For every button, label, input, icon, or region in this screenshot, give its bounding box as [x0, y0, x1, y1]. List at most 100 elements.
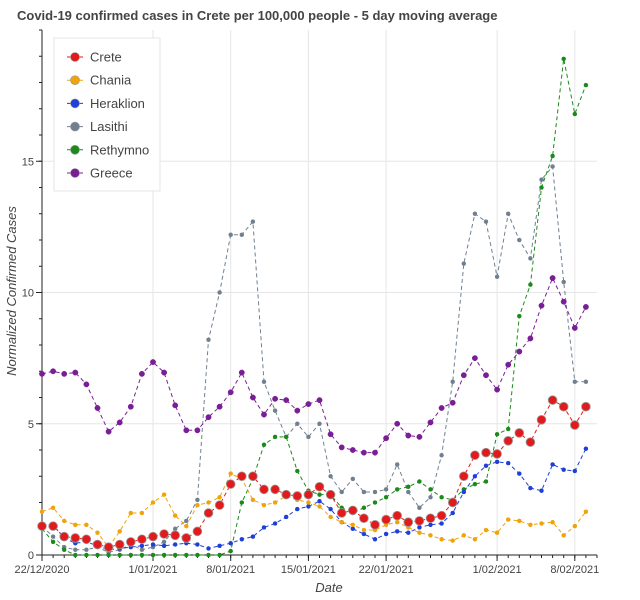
- data-point: [461, 261, 467, 266]
- y-tick-label: 15: [22, 156, 34, 168]
- series-line: [41, 448, 587, 551]
- legend[interactable]: Crete Chania Heraklion Lasithi Rethymno Greec…: [53, 37, 161, 192]
- data-point: [361, 505, 367, 510]
- legend-label: Crete: [90, 50, 122, 65]
- data-point: [316, 397, 323, 404]
- data-point: [528, 256, 533, 261]
- data-point: [237, 471, 247, 482]
- data-point: [195, 502, 200, 508]
- data-point: [359, 513, 369, 524]
- data-point: [283, 397, 290, 404]
- data-point: [583, 509, 589, 514]
- data-point: [338, 444, 345, 451]
- data-point: [571, 325, 578, 331]
- data-point: [81, 534, 92, 545]
- data-point: [270, 484, 280, 495]
- data-point: [261, 442, 267, 447]
- data-point: [572, 379, 578, 384]
- data-point: [417, 479, 422, 484]
- data-point: [116, 419, 123, 426]
- data-point: [372, 537, 378, 542]
- data-point: [406, 484, 411, 489]
- y-tick-label: 10: [22, 288, 34, 300]
- data-point: [517, 313, 522, 319]
- data-point: [350, 522, 356, 528]
- data-point: [150, 359, 156, 365]
- data-point: [428, 487, 433, 492]
- data-point: [206, 337, 211, 342]
- data-point: [139, 552, 145, 558]
- data-point: [494, 459, 500, 465]
- data-point: [192, 526, 203, 537]
- data-point: [195, 542, 200, 547]
- legend-item-lasithi[interactable]: Lasithi: [67, 119, 128, 134]
- y-tick-label: 5: [28, 419, 34, 431]
- data-point: [516, 348, 523, 355]
- data-point: [539, 185, 544, 190]
- data-point: [117, 552, 122, 558]
- data-point: [183, 427, 190, 434]
- data-point: [503, 436, 513, 446]
- x-tick-label: 8/02/2021: [550, 564, 599, 576]
- data-point: [228, 548, 233, 554]
- legend-swatch-marker: [70, 98, 80, 109]
- data-point: [239, 232, 245, 237]
- data-point: [539, 177, 544, 182]
- data-point: [560, 298, 567, 305]
- data-point: [50, 539, 56, 545]
- data-point: [494, 274, 500, 279]
- data-point: [558, 401, 569, 412]
- y-axis-label: Normalized Confirmed Cases: [4, 206, 19, 376]
- data-point: [483, 219, 489, 224]
- legend-swatch-marker: [70, 168, 80, 178]
- data-point: [139, 543, 145, 549]
- data-point: [550, 153, 555, 159]
- data-point: [105, 428, 112, 435]
- series-line: [41, 165, 586, 553]
- data-point: [394, 487, 400, 492]
- data-point: [427, 419, 434, 426]
- data-point: [525, 437, 536, 447]
- data-point: [582, 304, 589, 310]
- data-point: [539, 488, 544, 493]
- data-point: [494, 432, 500, 437]
- data-point: [394, 462, 400, 467]
- data-point: [450, 538, 455, 543]
- legend-item-rethymno[interactable]: Rethymno: [67, 142, 149, 157]
- data-point: [206, 546, 211, 551]
- legend-label: Heraklion: [90, 96, 145, 111]
- legend-item-chania[interactable]: Chania: [67, 73, 132, 88]
- data-point: [172, 552, 178, 558]
- legend-item-greece[interactable]: Greece: [67, 166, 133, 181]
- data-point: [250, 219, 256, 224]
- data-point: [306, 434, 311, 440]
- data-point: [539, 521, 544, 526]
- x-axis-label: Date: [315, 580, 342, 595]
- data-point: [239, 500, 245, 505]
- data-point: [370, 520, 380, 530]
- series-crete: [37, 395, 591, 552]
- data-point: [306, 504, 311, 509]
- data-point: [225, 479, 236, 489]
- data-point: [361, 489, 367, 495]
- data-point: [538, 302, 545, 309]
- data-point: [127, 403, 134, 410]
- legend-item-crete[interactable]: Crete: [67, 50, 122, 65]
- data-point: [405, 432, 412, 439]
- data-point: [383, 487, 389, 492]
- data-point: [228, 540, 233, 546]
- series: [37, 56, 591, 558]
- data-point: [505, 460, 511, 466]
- data-point: [449, 399, 456, 406]
- data-point: [184, 552, 189, 558]
- data-point: [383, 531, 389, 537]
- data-point: [72, 369, 79, 376]
- data-point: [39, 370, 45, 377]
- legend-item-heraklion[interactable]: Heraklion: [67, 96, 145, 111]
- data-point: [61, 518, 67, 524]
- data-point: [459, 471, 469, 482]
- data-point: [394, 519, 400, 525]
- data-point: [461, 533, 467, 538]
- series-greece: [39, 275, 589, 456]
- data-point: [261, 379, 267, 384]
